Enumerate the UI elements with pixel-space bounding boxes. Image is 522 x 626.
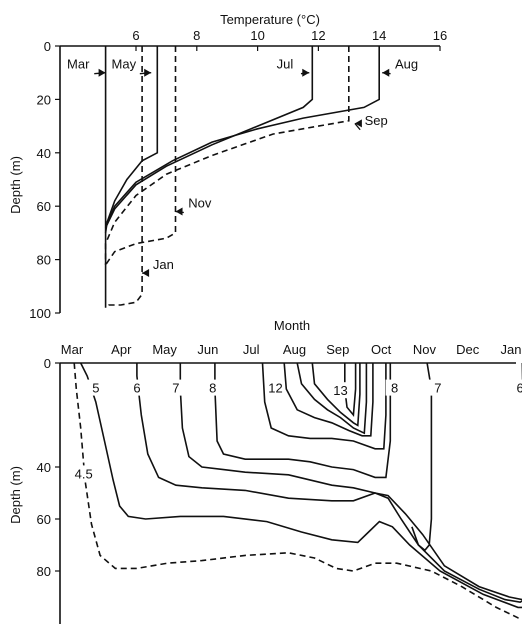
month-label-jul: Jul <box>243 342 260 357</box>
series-label-mar: Mar <box>67 57 90 72</box>
month-label-sep: Sep <box>326 342 349 357</box>
series-label-nov: Nov <box>188 196 212 211</box>
top-y-axis-label: Depth (m) <box>8 156 23 214</box>
month-label-dec: Dec <box>456 342 480 357</box>
series-arrowhead-jan <box>142 268 150 277</box>
isotherm-label: 8 <box>391 381 398 396</box>
isotherm-label: 7 <box>434 381 441 396</box>
isotherm-label-bg <box>385 379 404 396</box>
top-x-tick-label: 12 <box>311 28 325 43</box>
isotherm-label: 7 <box>172 381 179 396</box>
top-x-tick-label: 14 <box>372 28 386 43</box>
isotherm-label-bg <box>511 379 522 396</box>
top-axes: 6 8 10 12 14 16 0 20 40 60 80 100 <box>29 28 447 321</box>
top-y-tick-label: 20 <box>37 92 51 107</box>
top-y-tick-label: 60 <box>37 199 51 214</box>
top-y-tick-label: 0 <box>44 39 51 54</box>
isotherm-label-bg <box>266 379 285 396</box>
series-line-may <box>104 46 159 234</box>
series-line-nov <box>104 46 177 266</box>
isotherm-7b <box>411 362 433 552</box>
top-chart-title: Temperature (°C) <box>220 12 320 27</box>
isotherm-label: 4.5 <box>75 466 93 481</box>
isotherm-label: 6 <box>517 381 522 396</box>
isotherm-label: 5 <box>92 381 99 396</box>
month-label-aug: Aug <box>283 342 306 357</box>
series-label-sep: Sep <box>365 113 388 128</box>
bottom-x-axis-label: Month <box>274 318 310 333</box>
bottom-y-tick-label: 60 <box>37 512 51 527</box>
isotherm-label: 8 <box>209 381 216 396</box>
isotherm-label-bg <box>203 379 222 396</box>
series-arrowhead-jul <box>302 68 310 77</box>
top-x-tick-label: 6 <box>132 28 139 43</box>
series-arrowhead-nov <box>175 207 183 216</box>
top-x-tick-label: 8 <box>193 28 200 43</box>
isotherm-6 <box>136 363 522 604</box>
isotherm-label-bg <box>331 382 350 399</box>
month-label-jan: Jan <box>501 342 522 357</box>
top-x-tick-label: 16 <box>433 28 447 43</box>
isotherm-label-bg <box>74 465 93 482</box>
isotherm-label-bg <box>86 379 105 396</box>
series-arrowhead-sep <box>354 119 362 128</box>
series-arrowhead-mar <box>98 68 106 77</box>
month-label-nov: Nov <box>413 342 437 357</box>
series-line-jan <box>105 46 143 309</box>
bottom-y-tick-label: 40 <box>37 460 51 475</box>
month-label-may: May <box>152 342 177 357</box>
isotherm-13 <box>311 362 361 427</box>
isotherm-label: 13 <box>333 383 347 398</box>
isotherm-label: 12 <box>268 381 282 396</box>
month-label-jun: Jun <box>197 342 218 357</box>
isotherm-section-chart: Month Depth (m) Mar Apr May Jun Jul Aug Sep Oct… <box>8 318 522 624</box>
series-arrowhead-may <box>144 68 152 77</box>
bottom-y-tick-label: 80 <box>37 564 51 579</box>
isotherm-12 <box>283 362 374 437</box>
temperature-profile-chart: Temperature (°C) Depth (m) 6 8 10 12 14 16 0 20… <box>8 12 447 321</box>
isotherm-label: 6 <box>133 381 140 396</box>
top-y-tick-label: 100 <box>29 306 51 321</box>
bottom-y-tick-label: 0 <box>44 356 51 371</box>
series-line-sep <box>104 46 350 265</box>
series-label-jan: Jan <box>153 257 174 272</box>
series-line-jul <box>104 46 314 228</box>
isotherm-7 <box>214 363 392 479</box>
isotherm-12b <box>296 362 368 435</box>
bottom-axes: Mar Apr May Jun Jul Aug Sep Oct Nov Dec Jan 0 40 60 80 <box>37 342 522 624</box>
series-arrow-sep <box>354 123 361 131</box>
series-label-aug: Aug <box>395 57 418 72</box>
isotherm-label-bg <box>166 379 185 396</box>
isotherm-6b <box>179 363 522 601</box>
bottom-y-axis-label: Depth (m) <box>8 466 23 524</box>
isotherm-4.5 <box>73 362 522 619</box>
series-arrowhead-aug <box>382 68 390 77</box>
isotherm-5 <box>79 362 522 609</box>
top-series-group: Mar May Jul Aug Sep Nov Jan <box>67 46 418 309</box>
month-label-mar: Mar <box>61 342 84 357</box>
series-label-may: May <box>112 57 137 72</box>
isotherm-8 <box>261 362 387 450</box>
isotherm-label-bg <box>127 379 146 396</box>
top-x-tick-label: 10 <box>250 28 264 43</box>
top-y-tick-label: 40 <box>37 146 51 161</box>
isotherm-label-bg <box>428 379 447 396</box>
top-y-tick-label: 80 <box>37 253 51 268</box>
series-label-jul: Jul <box>277 57 294 72</box>
month-label-apr: Apr <box>111 342 132 357</box>
month-label-oct: Oct <box>371 342 392 357</box>
bottom-isotherms-group: 5678121387654.5 <box>73 362 522 619</box>
series-line-aug <box>104 46 380 228</box>
